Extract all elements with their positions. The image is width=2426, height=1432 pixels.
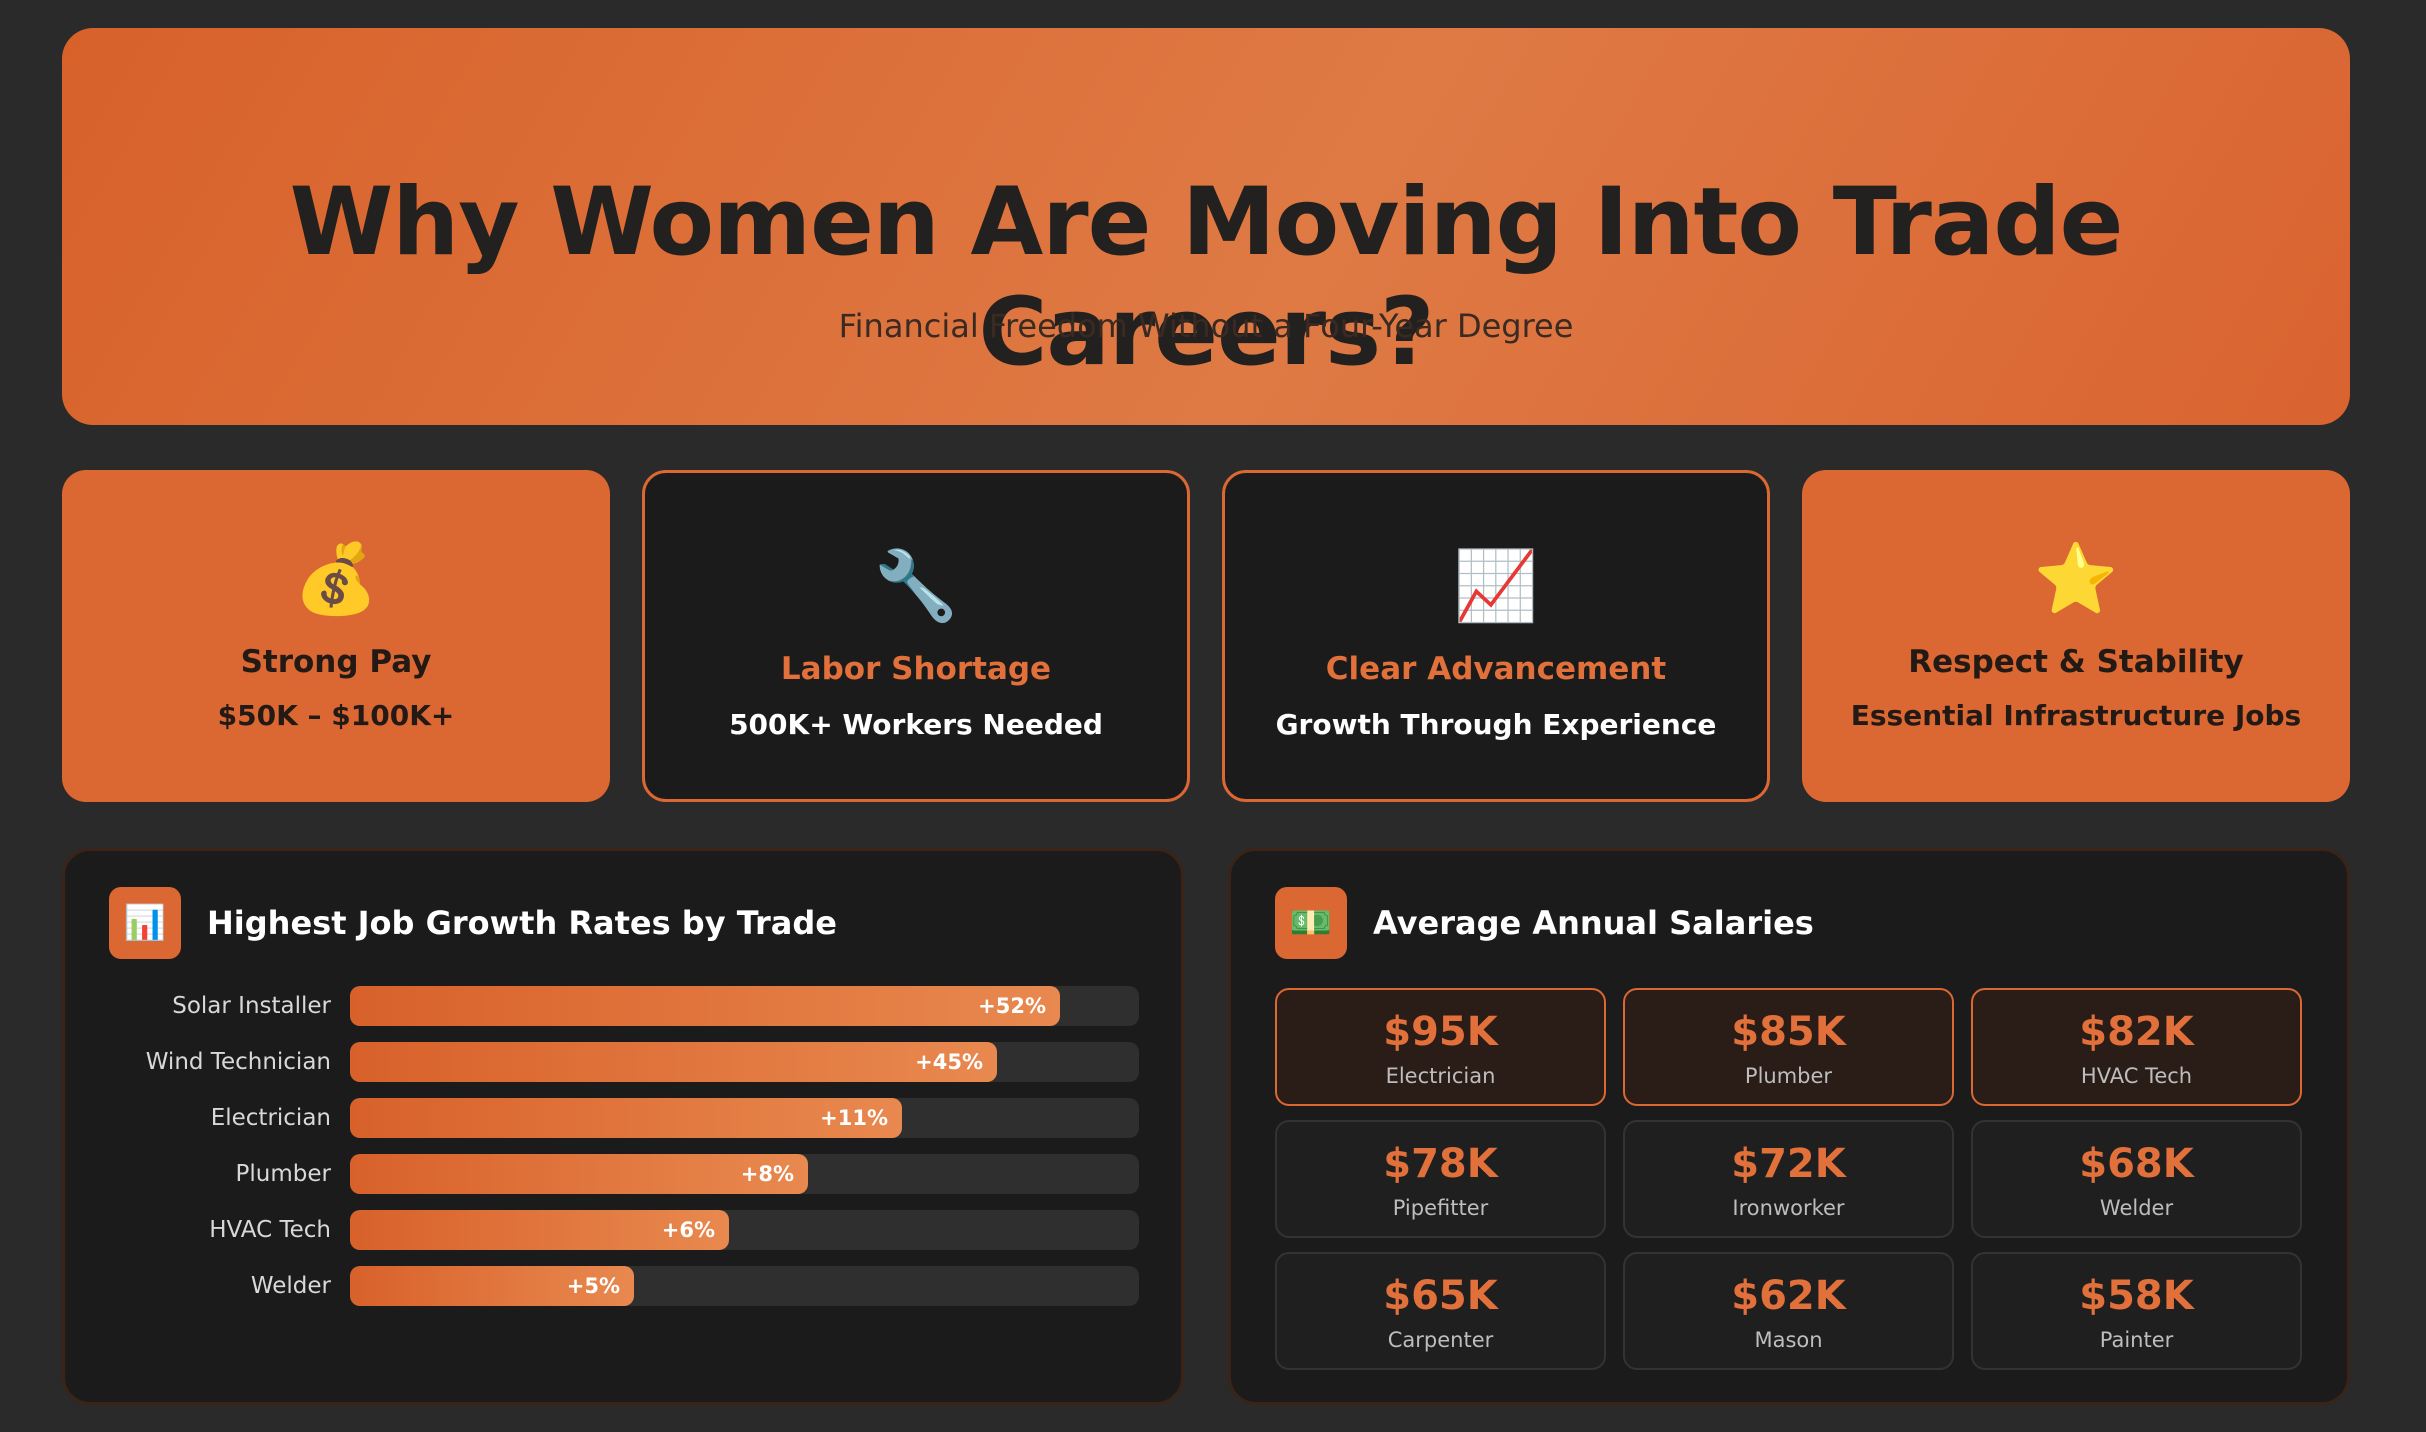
feature-card-strong-pay: 💰 Strong Pay $50K – $100K+ bbox=[62, 470, 610, 802]
salary-value: $82K bbox=[2079, 1009, 2194, 1055]
salary-value: $68K bbox=[2079, 1141, 2194, 1187]
hero-banner: Why Women Are Moving Into Trade Careers?… bbox=[62, 28, 2350, 425]
bar: +5% bbox=[350, 1266, 634, 1306]
bar-track: +6% bbox=[350, 1210, 1139, 1250]
salary-value: $58K bbox=[2079, 1273, 2194, 1319]
bar-category-label: Electrician bbox=[210, 1105, 331, 1131]
trade-name: Carpenter bbox=[1387, 1328, 1494, 1352]
salary-value: $78K bbox=[1383, 1141, 1498, 1187]
card-subtitle: Essential Infrastructure Jobs bbox=[1850, 699, 2302, 732]
card-subtitle: $50K – $100K+ bbox=[217, 699, 455, 732]
bar-row: HVAC Tech +6% bbox=[65, 1210, 1187, 1250]
bar-track: +8% bbox=[350, 1154, 1139, 1194]
salary-tile: $62K Mason bbox=[1623, 1252, 1954, 1370]
bar-row: Wind Technician +45% bbox=[65, 1042, 1187, 1082]
salary-value: $62K bbox=[1731, 1273, 1846, 1319]
bar-value-label: +6% bbox=[661, 1218, 715, 1242]
bar: +6% bbox=[350, 1210, 729, 1250]
panel-title: Highest Job Growth Rates by Trade bbox=[207, 904, 837, 942]
bar-track: +45% bbox=[350, 1042, 1139, 1082]
money-bag-icon: 💰 bbox=[293, 540, 379, 619]
salary-tile: $68K Welder bbox=[1971, 1120, 2302, 1238]
bar-category-label: Wind Technician bbox=[145, 1049, 331, 1075]
salary-value: $72K bbox=[1731, 1141, 1846, 1187]
chart-increasing-icon: 📈 bbox=[1453, 547, 1539, 626]
salary-value: $85K bbox=[1731, 1009, 1846, 1055]
trade-name: Painter bbox=[2099, 1328, 2174, 1352]
trade-name: Plumber bbox=[1744, 1064, 1833, 1088]
page-title: Why Women Are Moving Into Trade Careers? bbox=[289, 168, 2124, 387]
bar-track: +11% bbox=[350, 1098, 1139, 1138]
bar: +45% bbox=[350, 1042, 997, 1082]
feature-card-clear-advancement: 📈 Clear Advancement Growth Through Exper… bbox=[1222, 470, 1770, 802]
bar-value-label: +8% bbox=[740, 1162, 794, 1186]
star-icon: ⭐ bbox=[2033, 540, 2119, 619]
salary-tile: $85K Plumber bbox=[1623, 988, 1954, 1106]
trade-name: Electrician bbox=[1385, 1064, 1496, 1088]
bar: +11% bbox=[350, 1098, 902, 1138]
salary-tile: $82K HVAC Tech bbox=[1971, 988, 2302, 1106]
feature-card-labor-shortage: 🔧 Labor Shortage 500K+ Workers Needed bbox=[642, 470, 1190, 802]
salary-tile: $72K Ironworker bbox=[1623, 1120, 1954, 1238]
salary-tile: $95K Electrician bbox=[1275, 988, 1606, 1106]
dollar-banknote-icon: 💵 bbox=[1275, 887, 1347, 959]
bar-category-label: HVAC Tech bbox=[209, 1217, 331, 1243]
salary-tile: $78K Pipefitter bbox=[1275, 1120, 1606, 1238]
bar: +8% bbox=[350, 1154, 808, 1194]
bar-track: +52% bbox=[350, 986, 1139, 1026]
bar-value-label: +11% bbox=[820, 1106, 888, 1130]
salary-panel: 💵 Average Annual Salaries $95K Electricia… bbox=[1228, 848, 2350, 1405]
bar-category-label: Solar Installer bbox=[172, 993, 331, 1019]
trade-name: Pipefitter bbox=[1392, 1196, 1489, 1220]
wrench-icon: 🔧 bbox=[873, 547, 959, 626]
bar-row: Solar Installer +52% bbox=[65, 986, 1187, 1026]
salary-tile: $65K Carpenter bbox=[1275, 1252, 1606, 1370]
bar: +52% bbox=[350, 986, 1060, 1026]
trade-name: HVAC Tech bbox=[2080, 1064, 2193, 1088]
bar-value-label: +45% bbox=[915, 1050, 983, 1074]
salary-tile: $58K Painter bbox=[1971, 1252, 2302, 1370]
trade-name: Welder bbox=[2099, 1196, 2174, 1220]
salary-value: $95K bbox=[1383, 1009, 1498, 1055]
bar-category-label: Welder bbox=[250, 1273, 331, 1299]
card-title: Respect & Stability bbox=[1908, 644, 2244, 680]
bar-value-label: +52% bbox=[978, 994, 1046, 1018]
bar-category-label: Plumber bbox=[235, 1161, 331, 1187]
card-title: Strong Pay bbox=[240, 644, 432, 680]
bar-chart-icon: 📊 bbox=[109, 887, 181, 959]
bar-track: +5% bbox=[350, 1266, 1139, 1306]
job-growth-panel: 📊 Highest Job Growth Rates by Trade Sola… bbox=[62, 848, 1184, 1405]
feature-card-respect-stability: ⭐ Respect & Stability Essential Infrastr… bbox=[1802, 470, 2350, 802]
card-subtitle: 500K+ Workers Needed bbox=[729, 708, 1103, 741]
panel-title: Average Annual Salaries bbox=[1373, 904, 1814, 942]
trade-name: Ironworker bbox=[1732, 1196, 1845, 1220]
bar-value-label: +5% bbox=[566, 1274, 620, 1298]
bar-row: Electrician +11% bbox=[65, 1098, 1187, 1138]
trade-name: Mason bbox=[1754, 1328, 1823, 1352]
bar-row: Plumber +8% bbox=[65, 1154, 1187, 1194]
card-title: Clear Advancement bbox=[1325, 651, 1667, 687]
card-subtitle: Growth Through Experience bbox=[1275, 708, 1717, 741]
bar-row: Welder +5% bbox=[65, 1266, 1187, 1306]
card-title: Labor Shortage bbox=[780, 651, 1052, 687]
salary-value: $65K bbox=[1383, 1273, 1498, 1319]
page-subtitle: Financial Freedom Without a Four-Year De… bbox=[838, 307, 1574, 345]
